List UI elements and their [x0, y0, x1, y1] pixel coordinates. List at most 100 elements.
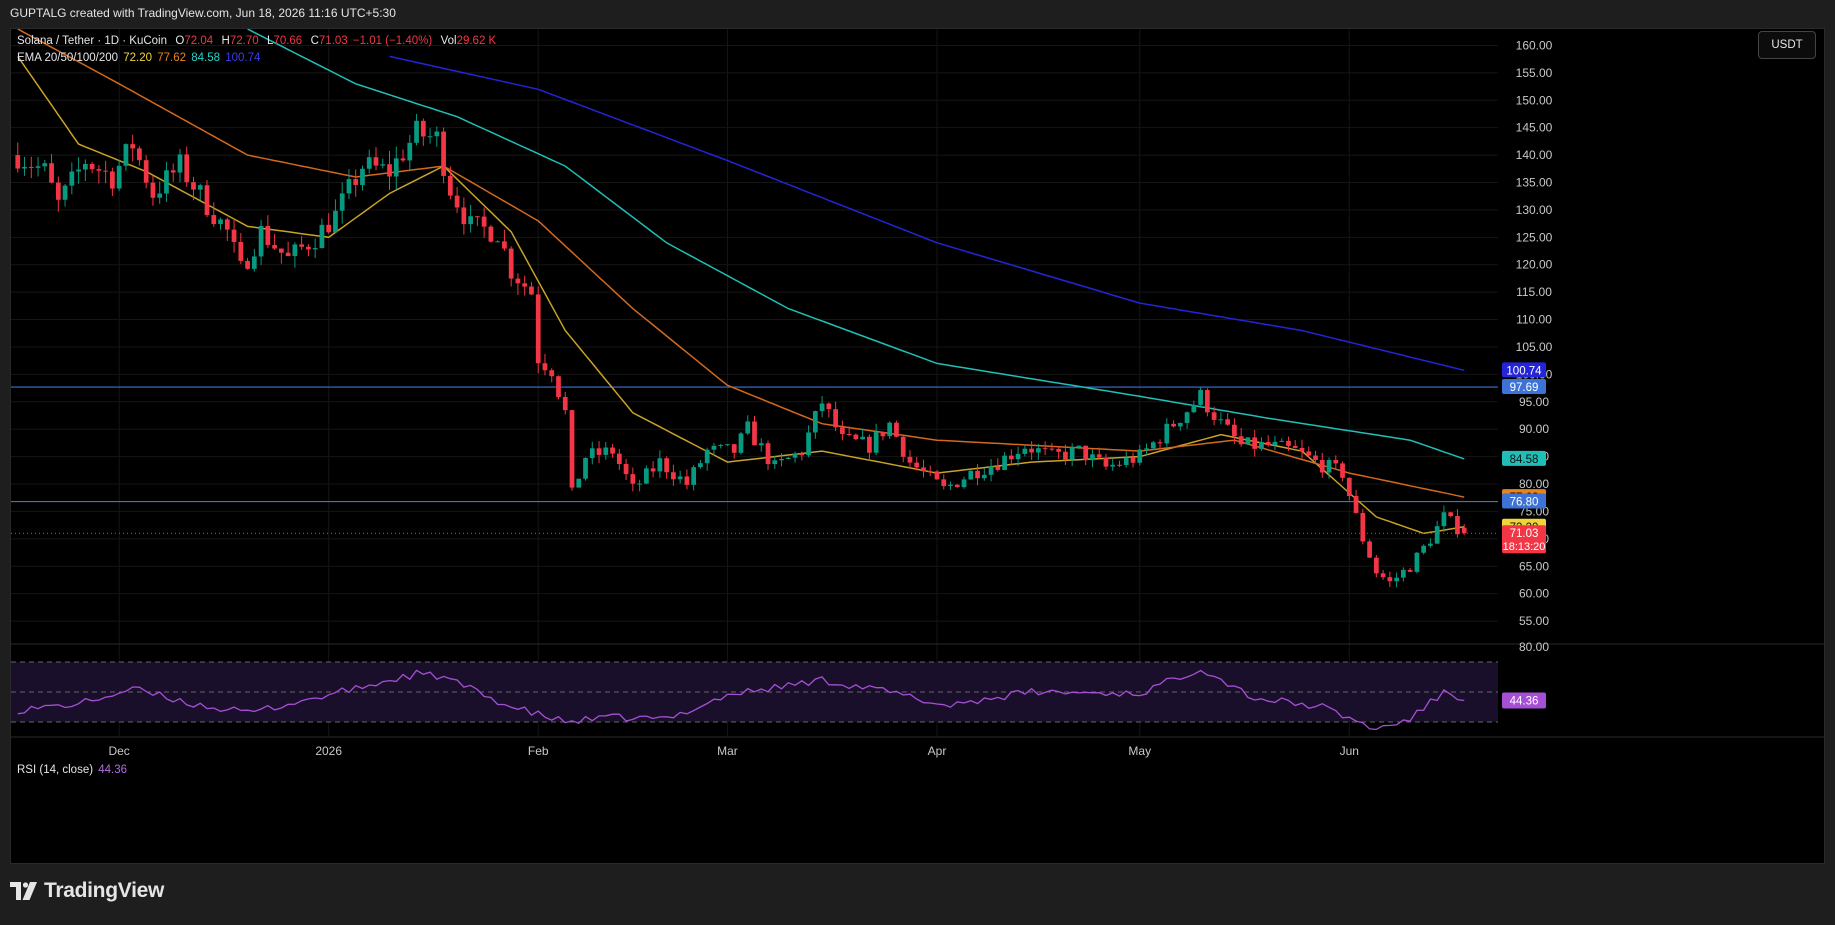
- candle-body: [1380, 573, 1386, 578]
- candle-body: [995, 466, 1001, 470]
- candle-body: [704, 449, 710, 464]
- candle: [1184, 411, 1190, 429]
- candle-body: [738, 433, 744, 453]
- candle: [914, 456, 920, 471]
- candle-body: [137, 148, 142, 161]
- candle-body: [894, 422, 899, 437]
- price-tick-label: 65.00: [1519, 559, 1549, 573]
- candle-body: [1333, 459, 1339, 464]
- candle: [596, 441, 602, 464]
- candle-body: [1063, 451, 1068, 460]
- candle: [353, 169, 359, 197]
- candle: [975, 464, 980, 486]
- candle-body: [887, 422, 893, 437]
- time-tick-label: Dec: [108, 744, 129, 758]
- candle: [238, 233, 244, 265]
- candle-body: [1211, 412, 1217, 420]
- candle-body: [1252, 437, 1258, 449]
- candle: [1259, 437, 1264, 451]
- candle-body: [650, 468, 656, 472]
- candle-body: [1002, 455, 1007, 470]
- candle: [89, 161, 95, 174]
- time-tick-label: Feb: [528, 744, 549, 758]
- candle-body: [1373, 557, 1379, 574]
- candle-body: [191, 182, 196, 190]
- candle-body: [731, 444, 737, 453]
- currency-button[interactable]: USDT: [1758, 31, 1816, 59]
- candle: [346, 169, 352, 199]
- low-value: 70.66: [273, 35, 303, 47]
- candle-body: [55, 182, 61, 200]
- price-label-text: 84.58: [1510, 454, 1539, 466]
- chart-frame[interactable]: 55.0060.0065.0070.0075.0080.0085.0090.00…: [10, 28, 1825, 864]
- candle: [1265, 435, 1271, 447]
- rsi-value: 44.36: [98, 764, 128, 776]
- tradingview-logo-icon: [10, 882, 37, 900]
- candle-body: [867, 436, 872, 453]
- candle-body: [82, 163, 88, 170]
- price-label-bg: [1502, 525, 1546, 554]
- candle-body: [562, 396, 568, 411]
- candle: [434, 126, 440, 147]
- candle: [258, 219, 264, 266]
- candle: [1110, 458, 1116, 471]
- candle-body: [177, 154, 183, 173]
- candle: [671, 464, 676, 486]
- candle: [1373, 554, 1379, 578]
- candle-body: [657, 458, 663, 472]
- candle: [657, 450, 663, 478]
- candlestick-chart[interactable]: 55.0060.0065.0070.0075.0080.0085.0090.00…: [11, 29, 1824, 863]
- candle-body: [806, 432, 811, 456]
- symbol-legend[interactable]: Solana / Tether · 1D · KuCoin O72.04 H72…: [17, 35, 498, 47]
- candle: [995, 458, 1001, 472]
- candle-body: [211, 215, 217, 225]
- candle-body: [299, 244, 305, 247]
- candle-body: [393, 158, 399, 177]
- price-tick-label: 135.00: [1516, 176, 1553, 190]
- candle: [1353, 489, 1359, 514]
- candle-body: [630, 474, 636, 484]
- candle: [123, 143, 129, 171]
- candle: [1407, 568, 1413, 573]
- symbol-name[interactable]: Solana / Tether · 1D · KuCoin: [17, 35, 168, 47]
- candle: [1428, 538, 1433, 548]
- candle-body: [569, 410, 575, 488]
- candle: [184, 146, 190, 187]
- ema-label[interactable]: EMA 20/50/100/200: [17, 52, 119, 64]
- candle-body: [49, 163, 54, 183]
- candle: [785, 456, 791, 460]
- candle-body: [623, 463, 629, 475]
- volume-label: Vol: [440, 35, 457, 47]
- candle: [603, 441, 609, 460]
- rsi-label[interactable]: RSI (14, close): [17, 764, 94, 776]
- candle: [758, 438, 764, 452]
- candle-body: [698, 463, 703, 468]
- candle: [562, 391, 568, 415]
- time-tick-label: Apr: [928, 744, 947, 758]
- candle-body: [143, 160, 149, 183]
- candle: [1252, 430, 1258, 457]
- candle: [110, 167, 115, 197]
- candle: [1090, 449, 1095, 468]
- tradingview-branding[interactable]: TradingView: [10, 879, 164, 903]
- candle-body: [1123, 457, 1129, 466]
- candle-body: [691, 467, 697, 485]
- rsi-legend[interactable]: RSI (14, close) 44.36: [17, 764, 129, 776]
- candle: [1103, 453, 1109, 470]
- candle: [1056, 446, 1062, 460]
- candle-body: [1286, 440, 1291, 446]
- ema-legend[interactable]: EMA 20/50/100/200 72.20 77.62 84.58 100.…: [17, 52, 262, 64]
- ema100-line: [247, 29, 1465, 460]
- candle-body: [495, 241, 501, 243]
- candle: [28, 156, 34, 179]
- candle-body: [258, 226, 264, 257]
- candle-body: [812, 411, 818, 433]
- candle: [637, 479, 642, 492]
- candle-body: [900, 436, 906, 457]
- candle: [420, 118, 426, 146]
- price-tick-label: 60.00: [1519, 587, 1549, 601]
- candle: [1076, 445, 1082, 450]
- candle-body: [1090, 454, 1095, 461]
- candle-body: [1360, 512, 1366, 542]
- candle-body: [968, 470, 974, 480]
